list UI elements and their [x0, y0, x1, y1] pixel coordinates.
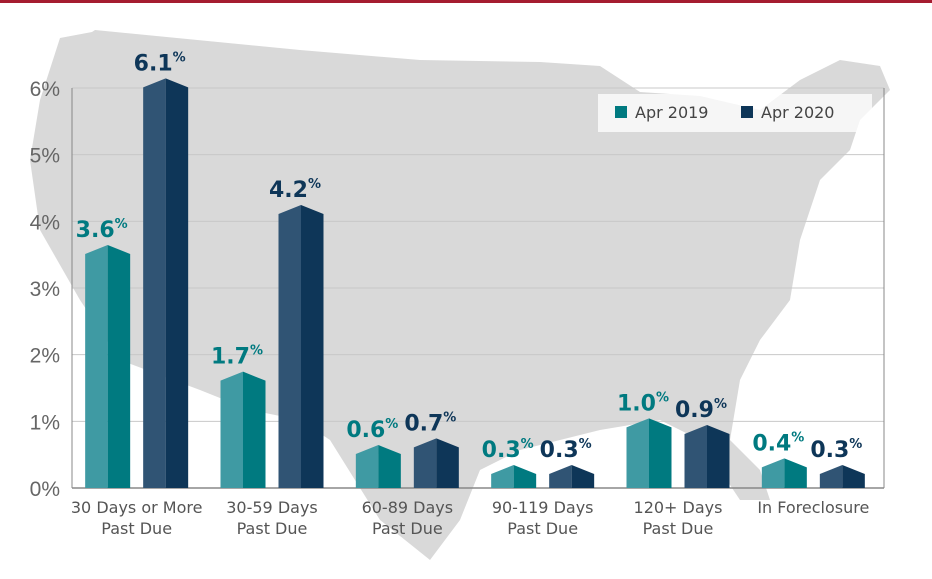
bar-face-left — [626, 418, 649, 488]
x-tick-label: Past Due — [237, 519, 308, 538]
bar-face-right — [707, 425, 730, 488]
data-label: 0.3% — [810, 437, 862, 463]
legend-box — [598, 94, 872, 132]
bar-face-left — [220, 371, 243, 488]
bar-apr-2020 — [549, 465, 595, 488]
bar-apr-2019 — [85, 245, 131, 488]
bar-apr-2020 — [143, 78, 189, 488]
bar-face-right — [784, 458, 807, 488]
bar-apr-2020 — [684, 425, 730, 488]
bar-face-left — [85, 245, 108, 488]
bar-face-right — [649, 418, 672, 488]
legend-label: Apr 2020 — [761, 103, 834, 122]
bar-face-right — [165, 78, 189, 488]
bar-apr-2020 — [413, 438, 459, 488]
y-tick-label: 5% — [30, 145, 60, 168]
x-tick-label: Past Due — [101, 519, 172, 538]
bar-face-left — [684, 425, 707, 488]
x-tick-label: Past Due — [372, 519, 443, 538]
bar-face-right — [243, 371, 266, 488]
x-tick-label: 120+ Days — [634, 498, 723, 517]
bar-face-right — [301, 205, 324, 488]
y-tick-label: 0% — [30, 478, 60, 501]
top-accent-bar — [0, 0, 932, 3]
us-map-background — [30, 30, 890, 560]
bar-apr-2019 — [626, 418, 672, 488]
bar-face-left — [491, 465, 514, 488]
bar-apr-2020 — [819, 465, 865, 488]
bar-apr-2019 — [761, 458, 807, 488]
y-tick-label: 3% — [30, 278, 60, 301]
bar-apr-2019 — [491, 465, 537, 488]
data-label: 0.4% — [752, 430, 804, 456]
data-label: 4.2% — [269, 177, 321, 203]
legend-label: Apr 2019 — [635, 103, 708, 122]
legend-swatch — [615, 106, 627, 118]
data-label: 0.3% — [482, 437, 534, 463]
bar-face-right — [378, 445, 401, 488]
data-label: 0.3% — [540, 437, 592, 463]
legend-swatch — [741, 106, 753, 118]
bar-apr-2019 — [355, 445, 401, 488]
bar-face-left — [143, 78, 166, 488]
x-tick-label: Past Due — [507, 519, 578, 538]
bar-face-right — [513, 465, 537, 488]
bar-face-left — [761, 458, 785, 488]
bar-apr-2020 — [278, 205, 324, 488]
bar-face-left — [413, 438, 437, 488]
bar-face-right — [436, 438, 459, 488]
x-tick-label: 30-59 Days — [226, 498, 318, 517]
y-tick-label: 1% — [30, 411, 60, 434]
bar-face-left — [819, 465, 843, 488]
y-tick-label: 4% — [30, 211, 60, 234]
x-tick-label: 30 Days or More — [71, 498, 203, 517]
legend: Apr 2019 Apr 2020 — [598, 94, 872, 132]
bar-face-left — [278, 205, 301, 488]
bar-face-right — [842, 465, 865, 488]
bar-face-right — [571, 465, 595, 488]
x-tick-label: 60-89 Days — [362, 498, 454, 517]
x-tick-label: In Foreclosure — [757, 498, 869, 517]
x-tick-label: 90-119 Days — [492, 498, 594, 517]
x-tick-label: Past Due — [643, 519, 714, 538]
y-tick-label: 6% — [30, 78, 60, 101]
bar-face-left — [549, 465, 572, 488]
bar-face-right — [107, 245, 131, 488]
bar-apr-2019 — [220, 371, 266, 488]
bar-face-left — [355, 445, 379, 488]
y-tick-label: 2% — [30, 345, 60, 368]
